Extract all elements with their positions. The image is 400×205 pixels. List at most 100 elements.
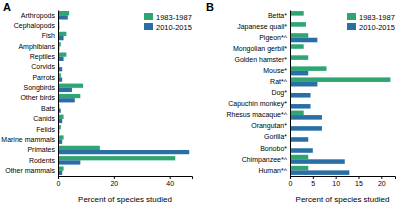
bar bbox=[58, 32, 66, 36]
bar bbox=[58, 160, 80, 164]
tick-label: Rhesus macaque*^ bbox=[227, 111, 288, 119]
tick: Rat*^ bbox=[270, 78, 290, 85]
tick-label: Marine mammals bbox=[1, 136, 55, 143]
tick-label: Other mammals bbox=[5, 167, 55, 174]
tick: Dog* bbox=[271, 89, 290, 97]
tick: Arthropods bbox=[21, 12, 58, 20]
tick-label: 20 bbox=[110, 180, 118, 187]
tick: 0 bbox=[57, 176, 61, 187]
bar bbox=[290, 77, 390, 82]
bar bbox=[290, 82, 317, 87]
tick-mark bbox=[170, 176, 171, 179]
tick-label: Mongolian gerbil* bbox=[233, 45, 287, 53]
tick-label: Corvids bbox=[31, 63, 55, 70]
tick: Pigeon*^ bbox=[259, 34, 290, 42]
bar bbox=[58, 84, 83, 88]
bar bbox=[290, 166, 308, 171]
tick-label: Japanese quail* bbox=[237, 23, 287, 31]
tick: Fish bbox=[42, 32, 58, 39]
tick: Corvids bbox=[31, 63, 58, 70]
bar bbox=[290, 93, 311, 98]
tick: 15 bbox=[355, 176, 363, 187]
tick: Primates bbox=[27, 146, 58, 153]
tick-label: Mouse* bbox=[263, 67, 287, 74]
tick-label: Capuchin monkey* bbox=[228, 100, 287, 108]
tick: Bats bbox=[41, 105, 58, 112]
legend: 1983-19872010-2015 bbox=[144, 13, 192, 32]
bars bbox=[290, 11, 390, 175]
tick: Bonobo* bbox=[260, 144, 290, 151]
bar bbox=[58, 146, 100, 150]
axis-line bbox=[59, 177, 193, 180]
bar bbox=[290, 22, 306, 27]
tick-label: Dog* bbox=[271, 89, 287, 97]
bar bbox=[290, 38, 317, 43]
legend-swatch bbox=[144, 23, 153, 30]
tick-label: Cephalopods bbox=[14, 22, 56, 30]
tick: Canids bbox=[33, 115, 58, 122]
tick-mark bbox=[313, 176, 314, 179]
tick: 20 bbox=[110, 176, 118, 187]
tick: Rodents bbox=[29, 157, 58, 164]
tick: Felids bbox=[36, 126, 58, 133]
bar bbox=[290, 33, 308, 38]
tick: Rhesus macaque*^ bbox=[227, 111, 290, 119]
tick-label: Amphibians bbox=[18, 43, 55, 51]
tick-label: 40 bbox=[166, 180, 174, 187]
axis-line bbox=[291, 177, 396, 180]
bar bbox=[290, 155, 308, 160]
tick-label: Parrots bbox=[32, 74, 55, 81]
bar bbox=[290, 44, 304, 49]
tick: Mongolian gerbil* bbox=[233, 45, 290, 53]
tick: Gorilla* bbox=[264, 133, 290, 140]
bar bbox=[58, 94, 80, 98]
tick-mark bbox=[336, 176, 337, 179]
y-axis: Betta* Japanese quail* Pigeon*^ Mongolian g… bbox=[227, 11, 291, 177]
bar bbox=[290, 159, 345, 164]
tick: Chimpanzee*^ bbox=[242, 156, 290, 164]
axis-line bbox=[290, 11, 291, 177]
bar bbox=[290, 71, 308, 76]
tick-label: Primates bbox=[27, 146, 55, 153]
tick-label: 5 bbox=[311, 180, 315, 187]
tick-label: Reptiles bbox=[30, 53, 56, 61]
axis-title: Percent of species studied bbox=[78, 195, 172, 204]
tick-label: Rodents bbox=[29, 157, 56, 164]
tick-label: Gorilla* bbox=[264, 133, 287, 140]
tick: Betta* bbox=[268, 12, 290, 19]
legend-label: 2010-2015 bbox=[359, 23, 395, 32]
tick-label: 10 bbox=[332, 180, 340, 187]
tick-label: Pigeon*^ bbox=[259, 34, 288, 42]
tick: 40 bbox=[166, 176, 174, 187]
x-axis: 0 20 40 bbox=[57, 176, 193, 187]
axis-title: Percent of species studied bbox=[296, 195, 390, 204]
legend-swatch bbox=[347, 23, 356, 30]
tick-label: Bats bbox=[41, 105, 56, 112]
tick-label: 0 bbox=[289, 180, 293, 187]
x-axis: 05101520 bbox=[289, 176, 396, 187]
tick-label: Golden hamster* bbox=[234, 56, 287, 63]
bar bbox=[290, 104, 311, 109]
panel: A 0 20 40 Arthropods Cephalopods Fish Amphibian… bbox=[1, 1, 192, 204]
tick-label: Other birds bbox=[20, 94, 55, 101]
tick: 5 bbox=[311, 176, 315, 187]
bar bbox=[290, 115, 322, 120]
bar bbox=[290, 148, 313, 153]
bar bbox=[58, 98, 75, 102]
tick-label: 0 bbox=[57, 180, 61, 187]
tick-mark bbox=[114, 176, 115, 179]
tick: Other birds bbox=[20, 94, 58, 101]
bar bbox=[290, 55, 308, 60]
figure: A 0 20 40 Arthropods Cephalopods Fish Amphibian… bbox=[0, 0, 400, 205]
tick: Capuchin monkey* bbox=[228, 100, 290, 108]
tick-label: Arthropods bbox=[21, 12, 56, 20]
tick: Cephalopods bbox=[14, 22, 58, 30]
bar bbox=[290, 66, 327, 71]
tick: Reptiles bbox=[30, 53, 58, 61]
tick: Other mammals bbox=[5, 167, 58, 174]
tick: Human*^ bbox=[258, 167, 290, 174]
tick-label: 15 bbox=[355, 180, 363, 187]
tick-label: Felids bbox=[36, 126, 55, 133]
panel-title: A bbox=[3, 1, 11, 13]
bar bbox=[290, 111, 304, 116]
